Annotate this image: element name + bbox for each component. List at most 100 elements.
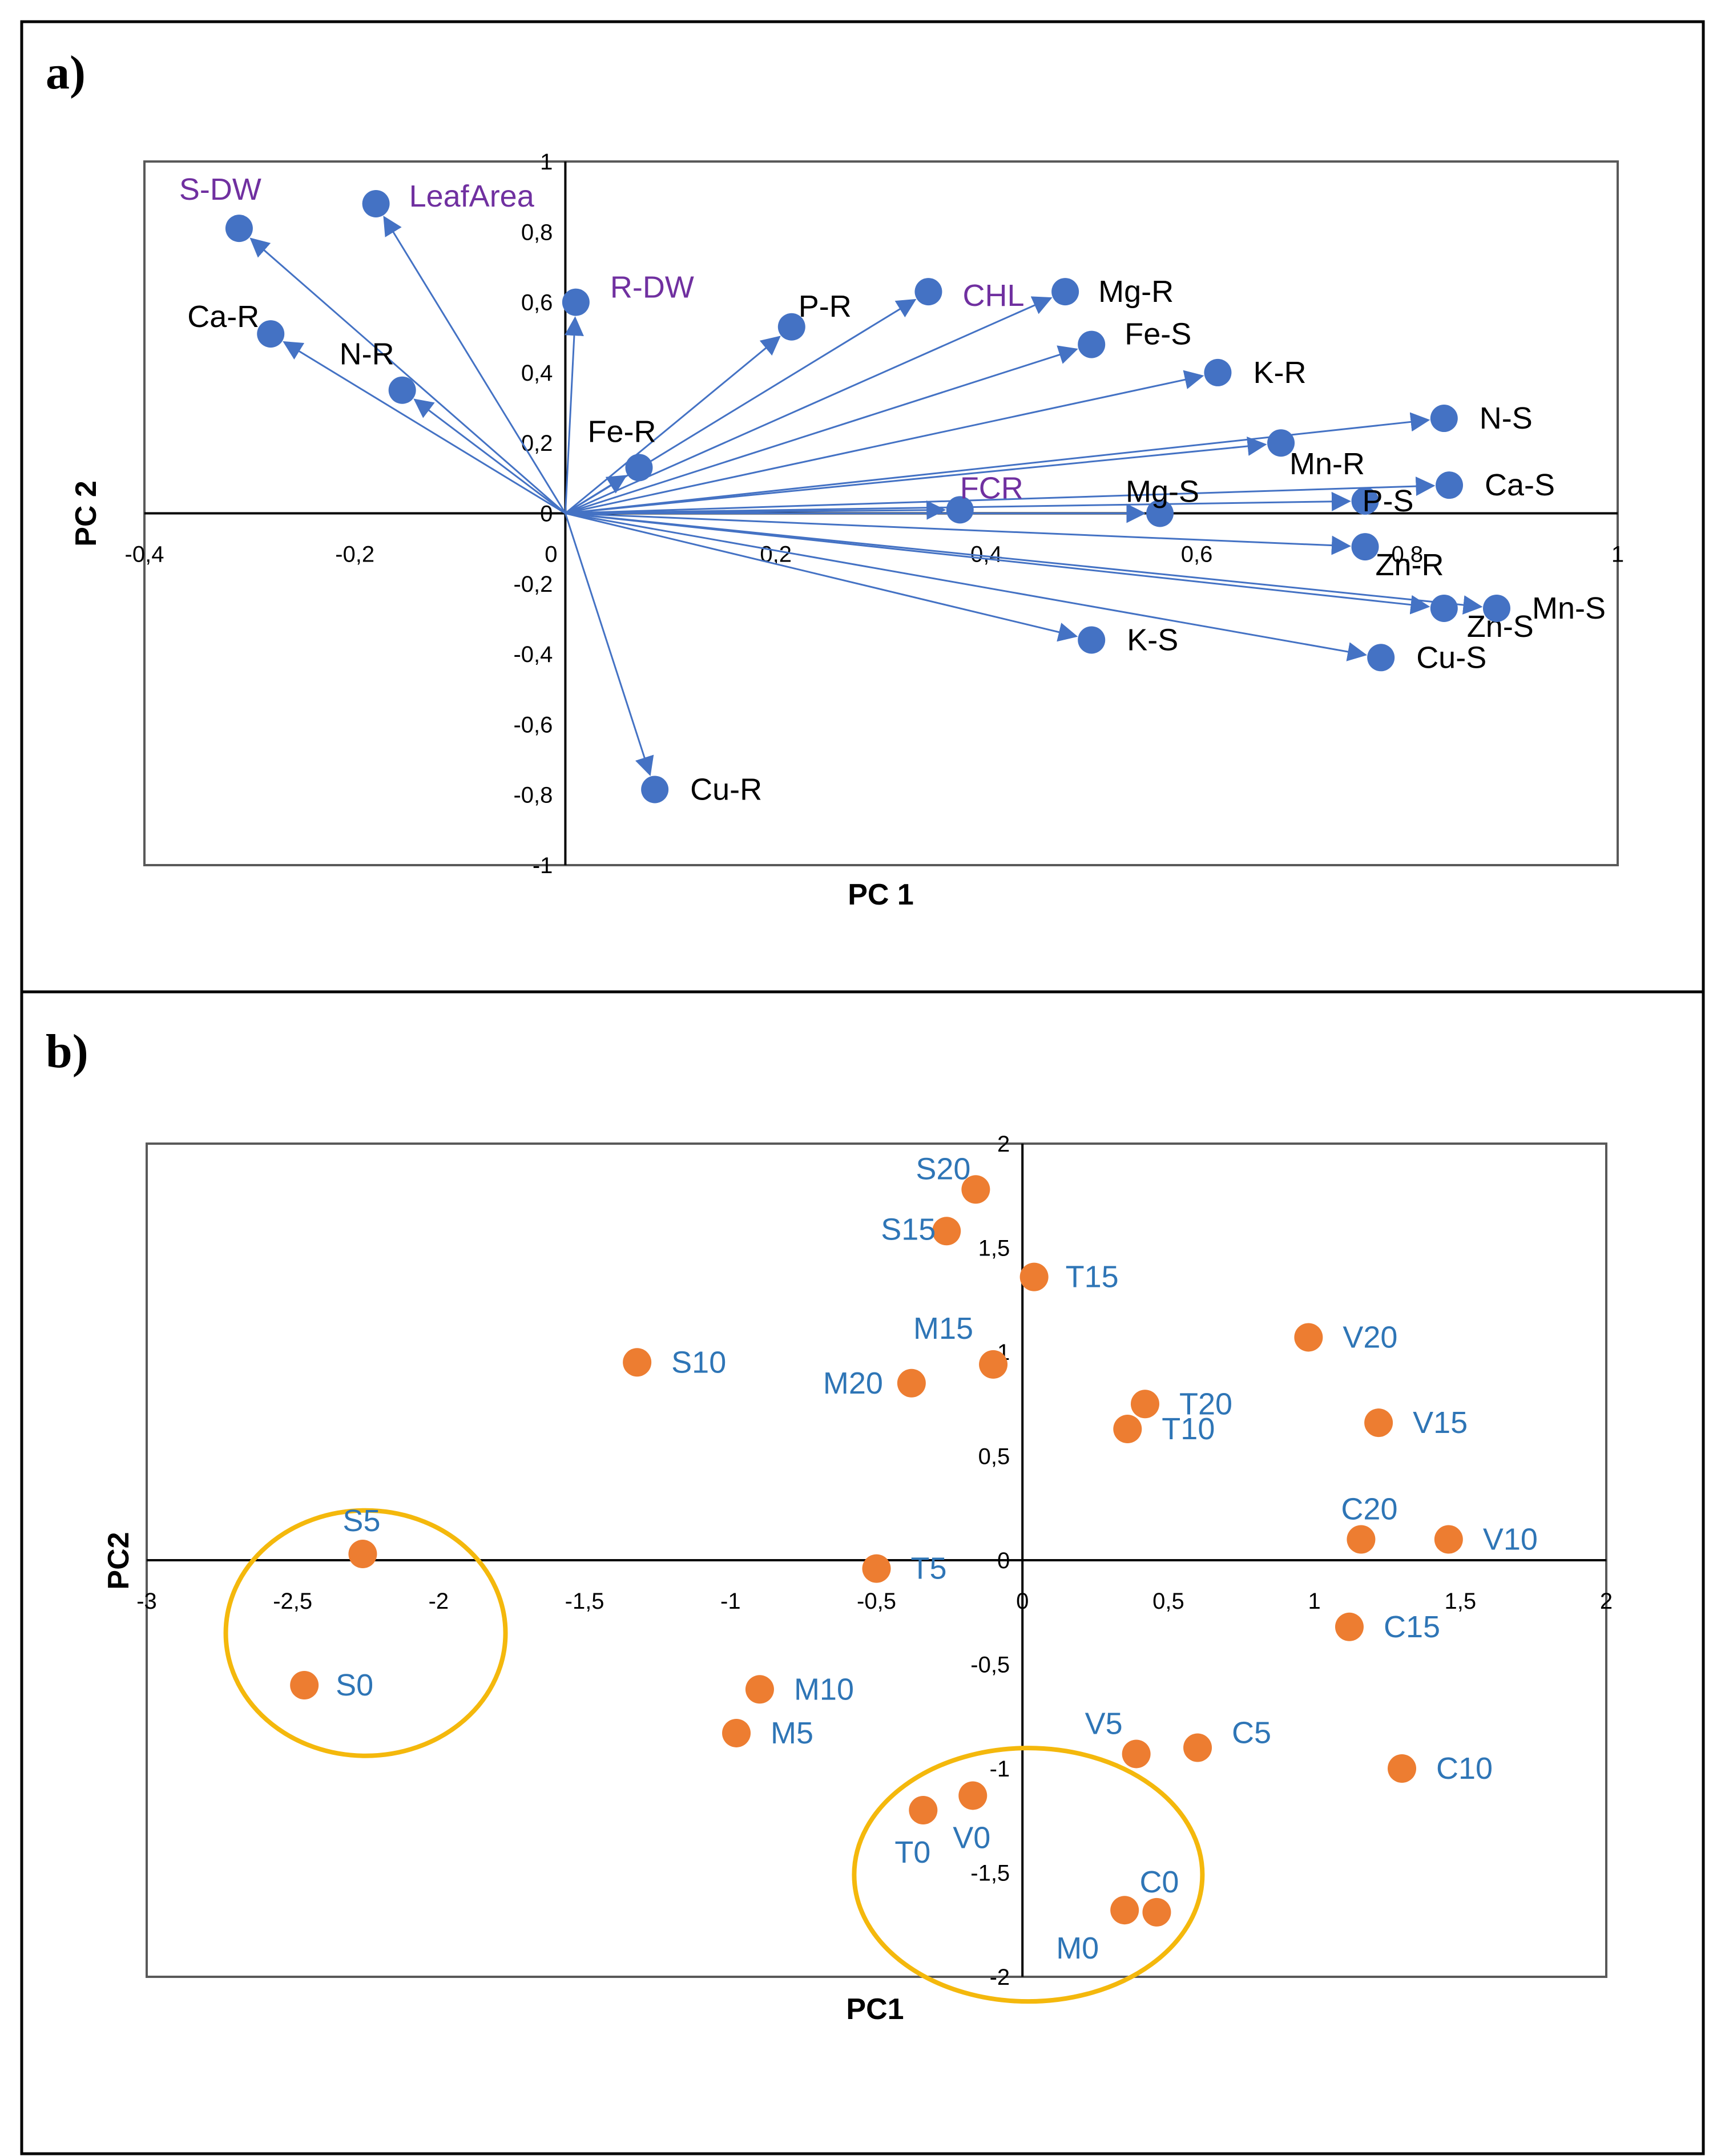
score-label: C5	[1232, 1716, 1271, 1750]
x-tick-label-b: -2,5	[273, 1589, 312, 1614]
score-label: S10	[671, 1345, 726, 1379]
loading-arrow	[565, 336, 781, 514]
score-label: S0	[336, 1668, 373, 1702]
score-label: T5	[911, 1552, 947, 1586]
score-point	[909, 1796, 938, 1824]
loading-point	[1204, 358, 1232, 386]
y-tick-label-a: -0,4	[513, 642, 553, 667]
score-label: T20	[1179, 1387, 1232, 1421]
score-point	[745, 1675, 774, 1704]
loading-arrow	[565, 512, 1367, 661]
score-point	[623, 1348, 652, 1377]
loading-label: Ca-S	[1485, 468, 1555, 502]
score-point	[1294, 1323, 1323, 1352]
loading-point	[1436, 471, 1464, 499]
loading-arrow	[565, 437, 1267, 514]
y-tick-label-b: -1	[990, 1757, 1010, 1782]
y-tick-label-b: -0,5	[970, 1653, 1010, 1678]
score-label: M15	[913, 1311, 973, 1346]
loading-point	[388, 376, 416, 404]
y-axis-title-a: PC 2	[70, 481, 103, 547]
score-point	[1122, 1739, 1151, 1769]
score-point	[1388, 1754, 1417, 1783]
x-tick-label-b: -0,5	[857, 1589, 896, 1614]
x-tick-label-b: 0	[1016, 1589, 1029, 1614]
score-label: S20	[916, 1152, 970, 1186]
score-point	[290, 1671, 319, 1699]
x-tick-label-a: -0,4	[125, 542, 164, 567]
loading-point	[1267, 429, 1295, 457]
y-tick-label-a: -0,2	[513, 572, 553, 597]
score-point	[1113, 1415, 1142, 1444]
loading-arrow	[565, 345, 1078, 514]
y-tick-label-b: 2	[997, 1132, 1010, 1157]
score-point	[1347, 1525, 1376, 1554]
score-label: C20	[1341, 1492, 1397, 1527]
loading-point	[1146, 499, 1174, 527]
y-tick-label-a: 0,6	[521, 290, 553, 316]
score-label: M10	[794, 1672, 854, 1706]
score-label: S15	[881, 1212, 936, 1246]
y-axis-title-b: PC2	[102, 1532, 135, 1589]
score-label: M5	[771, 1716, 813, 1750]
x-tick-label-b: -1	[720, 1589, 741, 1614]
score-label: T10	[1162, 1412, 1215, 1446]
x-tick-label-b: -1,5	[565, 1589, 604, 1614]
x-tick-label-a: 0,8	[1391, 542, 1423, 567]
loading-point	[562, 288, 590, 316]
score-point	[348, 1540, 377, 1569]
score-label: M20	[823, 1366, 883, 1400]
loading-label: Fe-R	[587, 414, 656, 449]
score-point	[1110, 1896, 1139, 1925]
score-point	[897, 1368, 926, 1398]
panel-a-letter: a)	[46, 46, 86, 99]
loading-arrow	[565, 370, 1204, 514]
score-label: S5	[342, 1504, 380, 1538]
loading-label: R-DW	[610, 270, 694, 305]
loading-point	[225, 215, 253, 243]
loading-arrow	[283, 341, 566, 514]
x-tick-label-b: -2	[429, 1589, 449, 1614]
x-tick-label-a: 1	[1611, 542, 1624, 567]
loading-label: S-DW	[179, 172, 261, 207]
score-label: V5	[1085, 1706, 1123, 1741]
score-label: M0	[1056, 1931, 1099, 1965]
loading-point	[777, 313, 805, 341]
loading-label: N-S	[1480, 401, 1533, 435]
loading-arrow	[565, 512, 1351, 555]
loading-label: Zn-R	[1376, 548, 1444, 582]
loading-point	[914, 278, 942, 306]
loading-label: Cu-S	[1416, 640, 1486, 675]
score-label: V15	[1413, 1406, 1468, 1440]
x-tick-label-a: -0,2	[335, 542, 374, 567]
loading-label: K-R	[1253, 356, 1306, 390]
loading-label: Mn-R	[1289, 447, 1365, 481]
score-point	[862, 1554, 891, 1583]
panel-b-frame	[20, 990, 1705, 2155]
score-point	[1130, 1390, 1159, 1419]
x-tick-label-b: 1	[1308, 1589, 1320, 1614]
loading-point	[1430, 594, 1458, 622]
loading-label: N-R	[340, 337, 394, 372]
loading-arrow	[565, 298, 917, 514]
score-label: V20	[1343, 1320, 1397, 1354]
x-tick-label-b: 2	[1600, 1589, 1613, 1614]
loading-point	[1051, 278, 1079, 306]
score-point	[1364, 1408, 1393, 1438]
loading-label: Mg-S	[1126, 475, 1199, 509]
loading-label: FCR	[960, 471, 1023, 505]
loading-point	[1351, 533, 1379, 561]
score-point	[1183, 1733, 1212, 1762]
score-point	[1142, 1897, 1171, 1927]
score-label: V10	[1483, 1523, 1538, 1557]
loading-arrow	[249, 237, 566, 514]
score-point	[1019, 1262, 1049, 1291]
y-tick-label-b: -2	[990, 1965, 1010, 1990]
x-tick-label-b: -3	[136, 1589, 157, 1614]
y-tick-label-a: 0	[540, 502, 553, 527]
x-tick-label-b: 0,5	[1152, 1589, 1184, 1614]
y-tick-label-b: 1,5	[978, 1236, 1010, 1261]
loading-point	[625, 454, 653, 482]
x-tick-label-a: 0	[545, 542, 557, 567]
